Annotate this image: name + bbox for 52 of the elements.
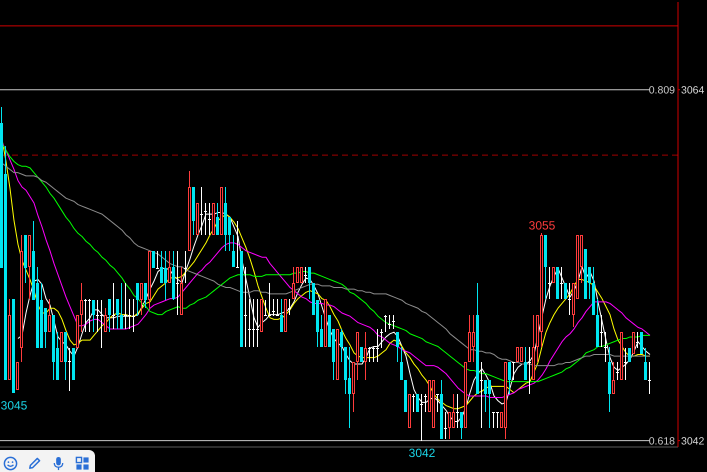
candlestick [68,348,71,391]
y-tick-label: 3064 [681,84,705,96]
candlestick [288,299,291,315]
candlestick [512,362,515,380]
candlestick [648,362,651,394]
candlestick [604,332,607,362]
candlestick [528,347,531,394]
candlestick [112,283,115,329]
candlestick [600,315,603,347]
candlestick [244,267,247,347]
candlestick [272,299,275,316]
text: 3055 [528,218,556,232]
candlestick [248,299,251,347]
candlestick [368,347,371,362]
candlestick [264,300,267,316]
candlestick [372,347,375,362]
candlestick [624,348,627,380]
candlestick [124,283,127,329]
candlestick [100,300,103,348]
candlestick [84,299,87,332]
candlestick [268,283,271,316]
y2-tick-label: 0.618 [648,435,676,448]
candlestick [436,394,439,412]
candlestick [412,394,415,412]
candlestick [492,412,495,428]
candlestick [636,332,639,348]
candlestick [392,315,395,329]
candlestick [128,299,131,329]
candlestick [88,299,91,332]
candlestick [496,412,499,428]
text: 3042 [408,446,436,460]
y2-tick-label: 0.809 [648,84,676,97]
candlestick [96,300,99,332]
candlestick [252,299,255,347]
candlestick [616,362,619,380]
candlestick [256,299,259,347]
text: 3045 [0,398,28,412]
candlestick [568,283,571,315]
candlestick [548,267,551,299]
candlestick [380,329,383,348]
candlestick [176,251,179,315]
candlestick [560,267,563,299]
candlestick [156,251,159,269]
candlestick [236,221,239,268]
candlestick [132,299,135,332]
candlestick [388,315,391,329]
candlestick [376,329,379,362]
candlestick [276,299,279,316]
candlestick [304,267,307,283]
candlestick [384,315,387,332]
candlestick [424,394,427,412]
candlestick [184,251,187,283]
